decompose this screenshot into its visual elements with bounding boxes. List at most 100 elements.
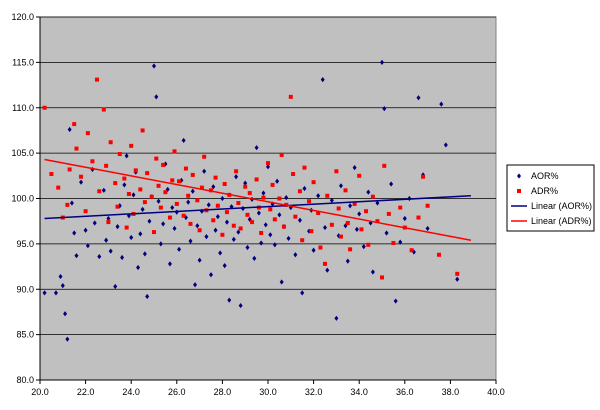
data-point-aor xyxy=(236,229,241,235)
data-point-adr xyxy=(152,230,156,235)
data-point-aor xyxy=(256,210,261,216)
data-point-adr xyxy=(398,205,403,210)
data-point-adr xyxy=(236,201,241,206)
data-point-adr xyxy=(199,185,204,190)
data-point-adr xyxy=(281,224,286,229)
data-point-aor xyxy=(425,225,430,232)
data-point-adr xyxy=(142,200,147,205)
y-tick-label: 100.0 xyxy=(11,194,34,204)
data-point-adr xyxy=(190,172,195,177)
y-tick-labels: 80.0 85.0 90.0 95.0 100.0 105.0 110.0 115.0 120.… xyxy=(11,12,40,385)
data-point-aor xyxy=(243,180,248,186)
data-point-adr xyxy=(279,152,284,157)
data-point-aor xyxy=(245,244,250,251)
data-point-aor xyxy=(325,267,330,273)
data-point-adr xyxy=(348,247,353,252)
trendline-linear-adr- xyxy=(44,158,472,241)
legend-label: AOR% xyxy=(531,171,559,181)
data-point-adr xyxy=(215,203,220,208)
data-point-aor xyxy=(53,290,58,296)
data-point-aor xyxy=(170,204,175,211)
data-point-adr xyxy=(334,169,339,174)
data-point-aor xyxy=(209,272,213,278)
data-point-adr xyxy=(343,188,348,193)
data-point-adr xyxy=(316,211,321,216)
data-point-aor xyxy=(370,269,375,275)
data-point-aor xyxy=(316,193,321,199)
data-point-adr xyxy=(158,205,163,210)
data-point-adr xyxy=(65,202,70,207)
data-point-adr xyxy=(72,122,77,127)
data-point-adr xyxy=(97,189,102,194)
legend-swatch xyxy=(517,189,521,193)
data-point-aor xyxy=(302,185,307,192)
data-point-aor xyxy=(42,290,47,296)
data-point-adr xyxy=(145,171,150,176)
data-point-aor xyxy=(220,195,225,202)
gridlines xyxy=(40,16,496,336)
data-point-adr xyxy=(300,238,305,243)
data-point-adr xyxy=(359,227,364,232)
data-point-aor xyxy=(334,315,339,321)
data-point-adr xyxy=(318,245,323,250)
data-point-aor xyxy=(361,243,366,250)
data-point-aor xyxy=(443,142,448,148)
data-point-adr xyxy=(366,242,371,247)
data-point-aor xyxy=(297,217,302,223)
data-point-adr xyxy=(211,218,216,223)
data-point-aor xyxy=(263,222,268,228)
legend-label: Linear (AOR%) xyxy=(531,201,592,211)
legend-label: Linear (ADR%) xyxy=(531,216,592,226)
data-point-adr xyxy=(268,207,273,212)
y-tick-label: 105.0 xyxy=(11,148,34,158)
data-point-aor xyxy=(284,194,289,201)
data-point-adr xyxy=(202,154,207,159)
data-point-adr xyxy=(95,77,99,82)
data-point-aor xyxy=(136,264,141,271)
data-point-aor xyxy=(393,298,398,304)
data-point-adr xyxy=(115,204,120,209)
data-point-adr xyxy=(167,215,172,220)
data-point-adr xyxy=(213,175,218,180)
data-point-aor xyxy=(402,215,407,222)
data-point-aor xyxy=(108,248,113,254)
data-point-aor xyxy=(74,253,79,259)
data-point-adr xyxy=(247,191,252,196)
data-point-adr xyxy=(272,217,277,222)
x-tick-label: 34.0 xyxy=(350,387,368,397)
data-point-adr xyxy=(220,232,225,237)
data-point-aor xyxy=(384,230,389,236)
data-point-aor xyxy=(92,220,97,226)
data-point-aor xyxy=(101,187,106,193)
data-point-aor xyxy=(104,237,109,243)
data-point-adr xyxy=(156,183,161,188)
data-point-adr xyxy=(149,194,154,199)
data-point-adr xyxy=(357,173,362,178)
data-point-adr xyxy=(197,228,202,233)
data-point-aor xyxy=(131,192,136,198)
data-point-adr xyxy=(382,163,387,168)
data-point-aor xyxy=(211,184,216,190)
data-point-adr xyxy=(222,181,227,186)
data-point-adr xyxy=(124,225,129,230)
data-point-adr xyxy=(234,169,239,174)
data-point-adr xyxy=(409,248,414,253)
data-point-aor xyxy=(222,263,227,269)
data-point-aor xyxy=(60,283,65,289)
data-point-aor xyxy=(63,311,68,317)
data-point-aor xyxy=(389,181,394,187)
data-point-adr xyxy=(437,252,441,257)
data-point-adr xyxy=(154,156,159,161)
data-point-adr xyxy=(195,198,200,203)
data-point-aor xyxy=(122,182,127,188)
data-point-adr xyxy=(83,209,88,214)
data-point-aor xyxy=(254,145,259,151)
data-point-adr xyxy=(270,182,275,187)
data-point-adr xyxy=(329,222,334,227)
data-point-adr xyxy=(129,143,134,148)
data-point-adr xyxy=(122,176,127,181)
data-point-adr xyxy=(302,165,307,170)
data-point-adr xyxy=(293,214,298,219)
data-point-aor xyxy=(320,77,325,83)
